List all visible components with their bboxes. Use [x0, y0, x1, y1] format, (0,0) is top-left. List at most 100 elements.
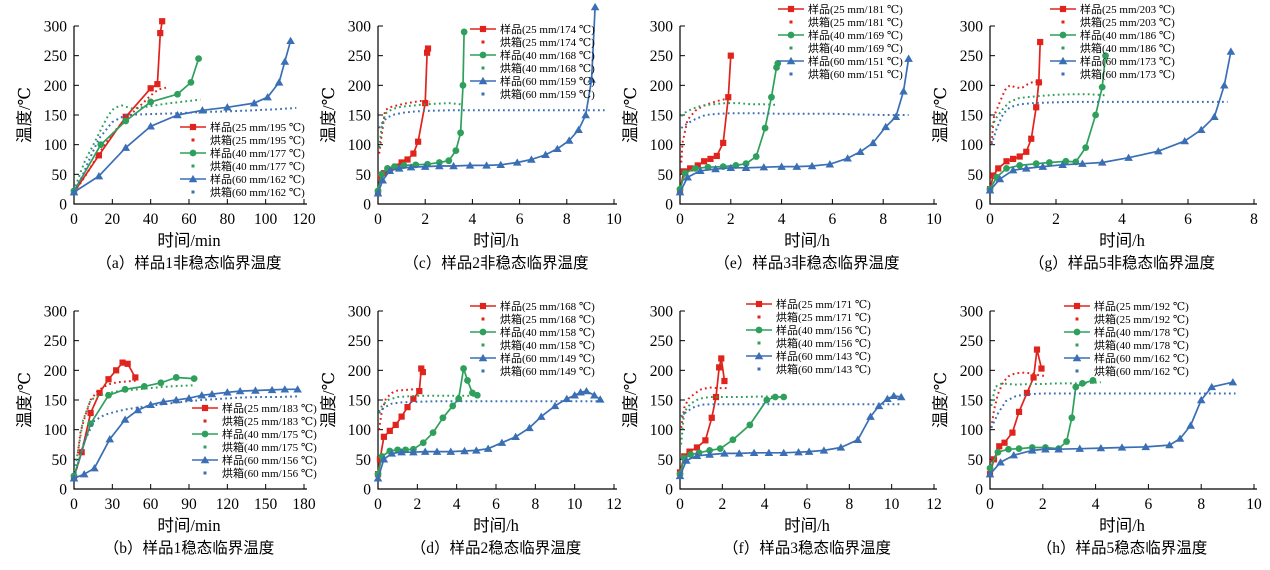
legend-label: 烘箱(40 mm/158 ℃)	[500, 338, 595, 352]
y-tick-label: 0	[665, 482, 673, 499]
legend-dot	[789, 46, 793, 50]
marker-square	[113, 367, 120, 374]
y-tick-label: 300	[44, 304, 68, 321]
x-tick-label: 4	[1092, 496, 1100, 513]
legend-label: 烘箱(60 mm/162 ℃)	[210, 185, 305, 199]
marker-square	[201, 404, 209, 412]
legend: 样品(25 mm/168 ℃)烘箱(25 mm/168 ℃)样品(40 mm/1…	[470, 299, 595, 378]
series-5	[373, 387, 605, 482]
y-tick-label: 150	[44, 393, 68, 410]
marker-square	[415, 138, 422, 145]
marker-triangle	[435, 161, 444, 170]
x-tick-label: 6	[803, 496, 811, 513]
series-5	[373, 2, 600, 197]
marker-circle	[459, 81, 467, 89]
y-axis-title: 温度/℃	[621, 87, 640, 143]
y-tick-label: 150	[960, 393, 984, 410]
legend-label: 样品(40 mm/168 ℃)	[500, 48, 595, 62]
marker-triangle	[1027, 446, 1037, 454]
marker-triangle	[570, 391, 579, 399]
marker-circle	[479, 328, 487, 336]
legend-label: 样品(25 mm/171 ℃)	[776, 297, 871, 311]
y-tick-label: 0	[59, 197, 67, 214]
series-6	[990, 392, 1236, 429]
marker-circle	[1003, 165, 1010, 172]
marker-triangle	[373, 189, 383, 197]
legend-label: 样品(40 mm/177 ℃)	[210, 146, 305, 160]
series-6	[73, 395, 298, 479]
marker-circle	[1015, 445, 1023, 453]
legend-dot	[191, 138, 195, 142]
marker-circle	[752, 153, 760, 160]
marker-triangle	[996, 458, 1005, 466]
oven-curve	[680, 96, 733, 163]
marker-circle	[445, 157, 453, 165]
x-tick-label: 2	[718, 496, 726, 513]
legend-dot	[203, 471, 207, 475]
x-tick-label: 60	[181, 211, 197, 228]
x-axis-title: 时间/h	[784, 231, 831, 250]
subplot-caption: （d）样品2稳态临界温度	[411, 539, 582, 557]
marker-square	[725, 94, 732, 101]
marker-square	[701, 158, 708, 165]
legend-label: 烘箱(40 mm/186 ℃)	[1080, 41, 1175, 55]
marker-circle	[1072, 383, 1080, 391]
legend-dot	[481, 343, 485, 347]
x-tick-label: 0	[70, 496, 78, 513]
marker-triangle	[274, 78, 284, 86]
legend: 样品(25 mm/192 ℃)烘箱(25 mm/192 ℃)样品(40 mm/1…	[1064, 299, 1189, 378]
marker-circle	[452, 147, 460, 155]
legend-label: 样品(60 mm/162 ℃)	[1094, 351, 1189, 365]
marker-circle	[449, 402, 457, 410]
subplot-caption: （b）样品1稳态临界温度	[104, 539, 275, 557]
legend: 样品(25 mm/203 ℃)烘箱(25 mm/203 ℃)样品(40 mm/1…	[1050, 2, 1175, 81]
series-6	[990, 100, 1228, 145]
y-tick-label: 100	[650, 137, 674, 154]
marker-triangle	[985, 186, 995, 194]
y-tick-label: 50	[658, 452, 674, 469]
marker-triangle	[883, 394, 892, 403]
x-axis-title: 时间/h	[1099, 231, 1146, 250]
marker-triangle	[105, 435, 115, 443]
legend-dot	[191, 164, 195, 168]
legend-label: 样品(60 mm/143 ℃)	[776, 349, 871, 363]
y-tick-label: 300	[960, 304, 984, 321]
legend-label: 烘箱(25 mm/195 ℃)	[210, 133, 305, 147]
marker-circle	[1079, 379, 1086, 387]
marker-triangle	[465, 161, 475, 169]
y-axis-title: 温度/℃	[15, 87, 34, 143]
marker-square	[1033, 104, 1040, 111]
x-tick-label: 0	[676, 211, 684, 228]
marker-triangle	[446, 447, 456, 455]
marker-square	[410, 150, 417, 157]
series-5	[985, 378, 1238, 478]
x-tick-label: 150	[254, 496, 278, 513]
marker-triangle	[385, 166, 395, 174]
marker-triangle	[581, 110, 590, 119]
legend: 样品(25 mm/171 ℃)烘箱(25 mm/171 ℃)样品(40 mm/1…	[746, 297, 871, 376]
marker-triangle	[853, 435, 863, 443]
marker-triangle	[251, 386, 260, 394]
marker-triangle	[1196, 125, 1206, 134]
marker-triangle	[280, 385, 290, 393]
marker-circle	[97, 141, 105, 149]
marker-triangle	[804, 447, 814, 455]
marker-square	[418, 365, 425, 372]
marker-square	[479, 302, 487, 310]
marker-square	[1009, 429, 1016, 436]
series-4	[680, 102, 778, 117]
x-tick-label: 60	[143, 496, 159, 513]
marker-triangle	[120, 415, 130, 423]
sample-curve	[679, 55, 732, 192]
marker-circle	[1062, 157, 1070, 165]
subplot-caption: （a）样品1非稳态临界温度	[96, 254, 281, 272]
marker-square	[1010, 155, 1017, 163]
marker-triangle	[792, 162, 802, 170]
marker-square	[693, 444, 701, 451]
legend-label: 烘箱(25 mm/181 ℃)	[808, 15, 903, 29]
x-axis-title: 时间/h	[784, 516, 831, 535]
oven-curve	[990, 100, 1228, 145]
y-tick-label: 250	[650, 333, 674, 350]
y-tick-label: 300	[650, 19, 674, 36]
marker-triangle	[1097, 158, 1107, 166]
